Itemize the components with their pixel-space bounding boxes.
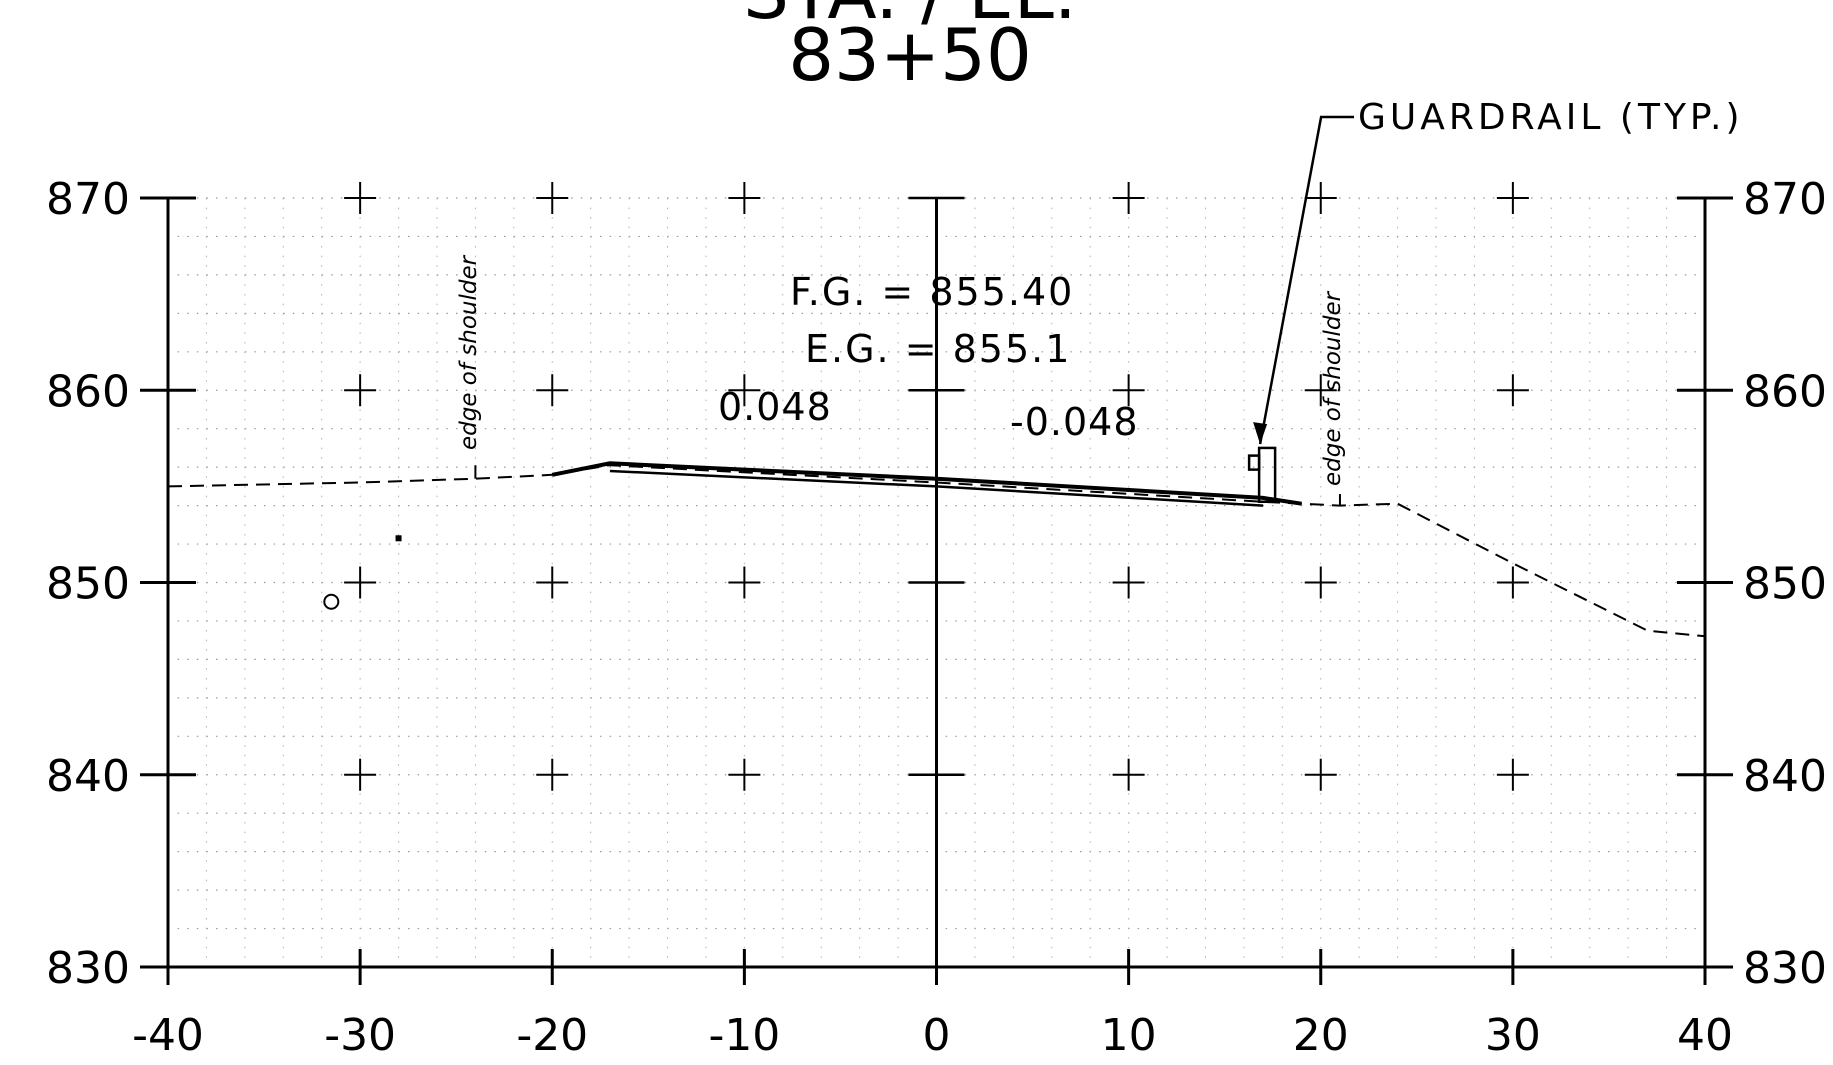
ground-profile — [167, 115, 1706, 638]
pavement-bottom-line — [609, 469, 1264, 507]
guardrail-post — [1257, 446, 1277, 504]
station-title: 83+50 — [788, 13, 1032, 97]
existing-grade-label: E.G. = 855.1 — [805, 327, 1071, 371]
finished-grade-label: F.G. = 855.40 — [790, 270, 1074, 314]
x-tick-label: 10 — [1101, 1010, 1157, 1060]
x-tick-label: -30 — [324, 1010, 396, 1060]
left-slope-label: 0.048 — [718, 385, 832, 429]
y-tick-label-left: 840 — [46, 751, 130, 802]
guardrail-blockout — [1247, 454, 1261, 471]
x-tick-label: 0 — [923, 1010, 951, 1060]
right-slope-label: -0.048 — [1010, 400, 1139, 444]
survey-point-circle — [323, 593, 340, 610]
y-tick-label-right: 850 — [1743, 559, 1827, 610]
guardrail-callout-label: GUARDRAIL (TYP.) — [1358, 97, 1744, 138]
y-tick-label-left: 850 — [46, 559, 130, 610]
guardrail-leader-line — [1258, 115, 1354, 445]
x-tick-label: -20 — [516, 1010, 588, 1060]
x-tick-label: 30 — [1485, 1010, 1541, 1060]
x-tick-label: 20 — [1293, 1010, 1349, 1060]
right-shoulder-label: edge of shoulder — [1320, 290, 1346, 486]
y-tick-label-right: 860 — [1743, 366, 1827, 417]
x-tick-label: -40 — [132, 1010, 204, 1060]
x-tick-label: 40 — [1677, 1010, 1733, 1060]
guardrail-arrowhead — [1253, 422, 1268, 445]
y-tick-label-right: 830 — [1743, 943, 1827, 994]
grid-crosses — [344, 182, 1529, 791]
title-partial: STA. / EL. — [743, 0, 1077, 35]
x-tick-label: -10 — [708, 1010, 780, 1060]
y-tick-label-right: 840 — [1743, 751, 1827, 802]
y-tick-label-left: 870 — [46, 174, 130, 225]
y-tick-label-left: 860 — [46, 366, 130, 417]
survey-point-square — [395, 535, 402, 542]
y-tick-label-left: 830 — [46, 943, 130, 994]
tick-marks — [140, 196, 1733, 985]
left-shoulder-label: edge of shoulder — [456, 254, 482, 450]
y-tick-label-right: 870 — [1743, 174, 1827, 225]
